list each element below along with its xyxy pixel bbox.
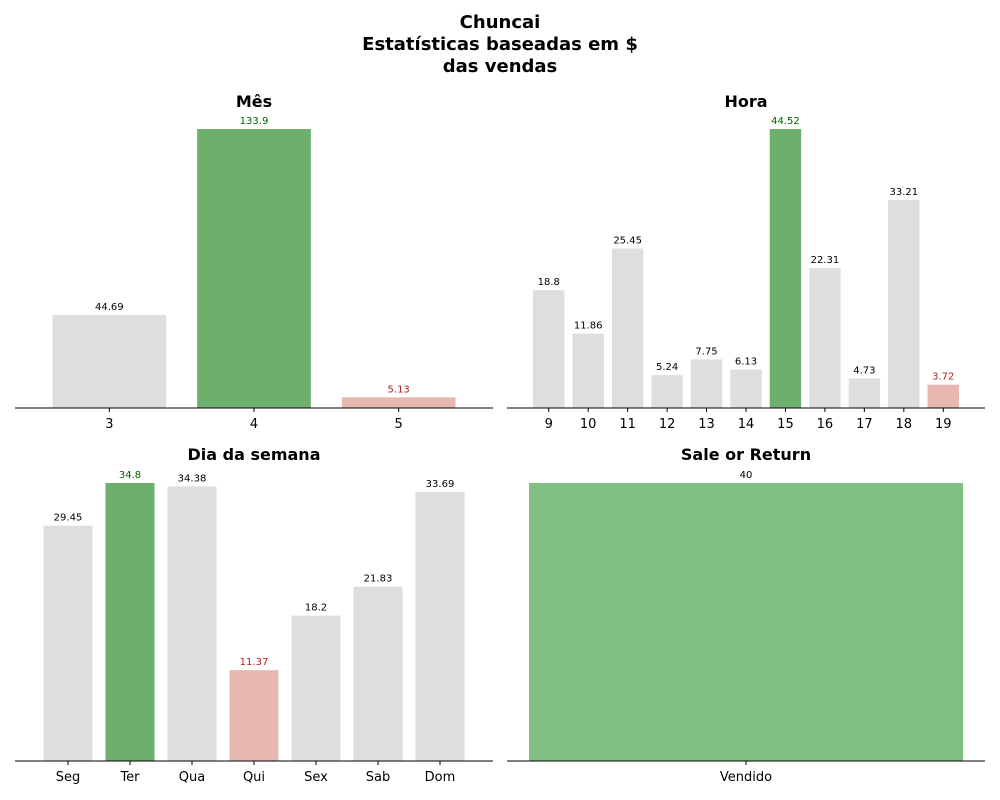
data-label-hora-14: 6.13	[735, 357, 757, 368]
bar-dia-da-semana-qui	[229, 670, 279, 761]
bar-hora-14	[730, 369, 762, 408]
data-label-mes-3: 44.69	[95, 302, 124, 313]
suptitle-line-2: Estatísticas baseadas em $	[362, 34, 638, 55]
data-label-dia-da-semana-sex: 18.2	[305, 603, 327, 614]
x-tick-label-dia-da-semana-qua: Qua	[179, 770, 205, 785]
panel-title-mes: Mês	[236, 92, 272, 111]
data-label-hora-9: 18.8	[538, 277, 560, 288]
bar-hora-11	[611, 248, 644, 408]
bar-mes-4	[197, 129, 311, 408]
bar-dia-da-semana-seg	[43, 525, 93, 761]
data-label-hora-17: 4.73	[853, 365, 875, 376]
bar-hora-9	[533, 290, 565, 408]
data-label-hora-13: 7.75	[695, 346, 717, 357]
x-tick-label-dia-da-semana-dom: Dom	[425, 770, 456, 785]
data-label-hora-11: 25.45	[613, 236, 642, 247]
suptitle-line-3: das vendas	[442, 56, 558, 77]
bar-hora-10	[572, 333, 604, 408]
bar-dia-da-semana-dom	[415, 491, 465, 761]
panel-title-dia-da-semana: Dia da semana	[188, 445, 321, 464]
x-tick-label-hora-14: 14	[738, 417, 755, 432]
x-tick-label-hora-10: 10	[580, 417, 597, 432]
x-tick-label-hora-11: 11	[619, 417, 636, 432]
bar-mes-3	[52, 314, 167, 408]
data-label-hora-18: 33.21	[889, 187, 918, 198]
x-tick-label-dia-da-semana-seg: Seg	[56, 770, 81, 785]
x-tick-label-hora-18: 18	[896, 417, 913, 432]
bar-dia-da-semana-sex	[291, 615, 341, 761]
data-label-hora-16: 22.31	[811, 255, 840, 266]
data-label-mes-4: 133.9	[240, 116, 269, 127]
bar-dia-da-semana-qua	[167, 486, 217, 761]
x-tick-label-hora-13: 13	[698, 417, 715, 432]
x-tick-label-dia-da-semana-sex: Sex	[304, 770, 328, 785]
bar-hora-18	[888, 199, 920, 408]
data-label-hora-10: 11.86	[574, 321, 603, 332]
x-tick-label-sale-or-return-vendido: Vendido	[720, 770, 772, 785]
panel-title-sale-or-return: Sale or Return	[681, 445, 811, 464]
suptitle-line-1: Chuncai	[459, 12, 541, 33]
bar-dia-da-semana-sab	[353, 586, 403, 761]
x-tick-label-dia-da-semana-sab: Sab	[366, 770, 390, 785]
x-tick-label-dia-da-semana-qui: Qui	[243, 770, 265, 785]
chart-suptitle: Chuncai Estatísticas baseadas em $ das v…	[0, 12, 1000, 78]
x-tick-label-dia-da-semana-ter: Ter	[119, 770, 140, 785]
x-tick-label-hora-19: 19	[935, 417, 952, 432]
bar-hora-13	[690, 359, 723, 408]
data-label-sale-or-return-vendido: 40	[740, 470, 753, 481]
data-label-hora-12: 5.24	[656, 362, 678, 373]
data-label-dia-da-semana-sab: 21.83	[364, 574, 393, 585]
data-label-dia-da-semana-seg: 29.45	[54, 513, 83, 524]
x-tick-label-hora-15: 15	[777, 417, 794, 432]
x-tick-label-hora-17: 17	[856, 417, 873, 432]
data-label-hora-19: 3.72	[932, 372, 954, 383]
x-tick-label-mes-3: 3	[105, 417, 113, 432]
bar-mes-5	[341, 397, 456, 408]
x-tick-label-mes-5: 5	[395, 417, 403, 432]
data-label-dia-da-semana-dom: 33.69	[426, 479, 455, 490]
x-tick-label-hora-9: 9	[545, 417, 553, 432]
data-label-dia-da-semana-qua: 34.38	[178, 473, 207, 484]
data-label-dia-da-semana-ter: 34.8	[119, 470, 141, 481]
bar-hora-16	[809, 268, 841, 408]
panel-title-hora: Hora	[724, 92, 767, 111]
bar-hora-19	[927, 384, 959, 408]
data-label-mes-5: 5.13	[388, 384, 410, 395]
x-tick-label-mes-4: 4	[250, 417, 258, 432]
bar-hora-17	[848, 378, 881, 408]
bar-dia-da-semana-ter	[105, 483, 155, 761]
data-label-hora-15: 44.52	[771, 116, 800, 127]
x-tick-label-hora-16: 16	[817, 417, 834, 432]
bar-hora-12	[651, 375, 683, 408]
data-label-dia-da-semana-qui: 11.37	[240, 657, 269, 668]
bar-sale-or-return-vendido	[529, 483, 963, 761]
x-tick-label-hora-12: 12	[659, 417, 676, 432]
bar-hora-15	[769, 129, 802, 408]
